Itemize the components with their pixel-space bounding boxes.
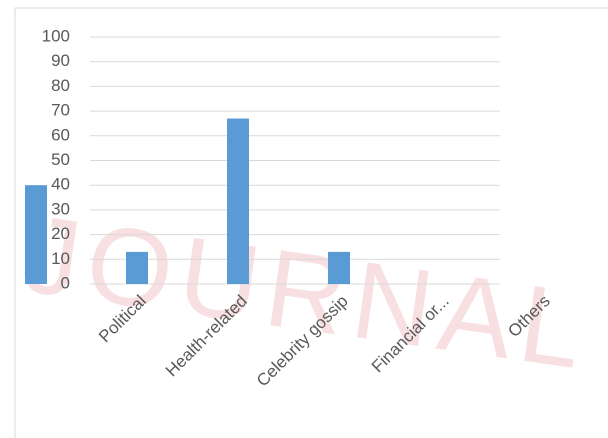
y-tick-label: 50 [51,150,70,169]
bar [227,118,249,284]
y-tick-label: 70 [51,101,70,120]
y-tick-label: 20 [51,224,70,243]
bar [328,251,350,284]
y-tick-label: 30 [51,199,70,218]
chart-frame [14,7,608,438]
bar [126,251,148,284]
y-tick-label: 90 [51,51,70,70]
y-tick-label: 10 [51,249,70,268]
y-tick-label: 40 [51,175,70,194]
y-tick-label: 60 [51,125,70,144]
watermark: JOURNAL FO [17,192,608,421]
y-tick-label: 100 [42,26,70,45]
bar [25,185,47,284]
y-tick-label: 0 [61,273,70,292]
y-tick-label: 80 [51,76,70,95]
